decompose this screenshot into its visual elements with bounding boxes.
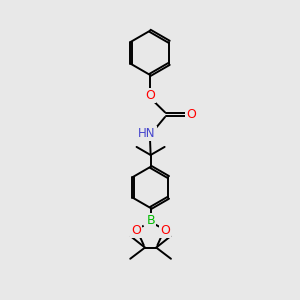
Text: O: O xyxy=(131,224,141,237)
Text: O: O xyxy=(145,89,155,102)
Text: HN: HN xyxy=(138,127,156,140)
Text: O: O xyxy=(160,224,170,237)
Text: O: O xyxy=(186,108,196,121)
Text: B: B xyxy=(146,214,155,227)
